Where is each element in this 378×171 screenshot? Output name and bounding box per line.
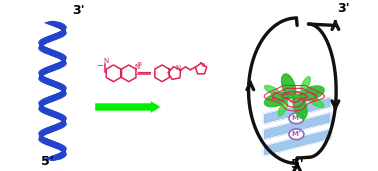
Text: $-$: $-$ bbox=[96, 59, 104, 68]
Text: N: N bbox=[175, 65, 180, 71]
Polygon shape bbox=[263, 113, 331, 140]
Ellipse shape bbox=[278, 101, 288, 116]
Ellipse shape bbox=[265, 86, 280, 95]
Text: 5': 5' bbox=[291, 158, 304, 171]
Polygon shape bbox=[263, 97, 331, 124]
Ellipse shape bbox=[299, 86, 324, 100]
Text: N: N bbox=[134, 64, 139, 70]
Polygon shape bbox=[263, 129, 331, 156]
Text: N: N bbox=[103, 58, 108, 64]
Ellipse shape bbox=[289, 113, 304, 124]
Ellipse shape bbox=[265, 93, 289, 107]
Ellipse shape bbox=[309, 98, 324, 107]
Text: 3': 3' bbox=[72, 4, 85, 17]
FancyArrow shape bbox=[95, 101, 161, 113]
Ellipse shape bbox=[293, 94, 307, 119]
Text: $\oplus$: $\oplus$ bbox=[136, 60, 143, 68]
Ellipse shape bbox=[301, 77, 310, 92]
Text: M⁺: M⁺ bbox=[291, 115, 302, 121]
Text: M⁺: M⁺ bbox=[291, 131, 302, 137]
Ellipse shape bbox=[282, 74, 296, 98]
Text: 3': 3' bbox=[337, 2, 350, 15]
Text: $\oplus$: $\oplus$ bbox=[200, 61, 206, 69]
Text: 5': 5' bbox=[41, 155, 54, 168]
Ellipse shape bbox=[289, 129, 304, 140]
